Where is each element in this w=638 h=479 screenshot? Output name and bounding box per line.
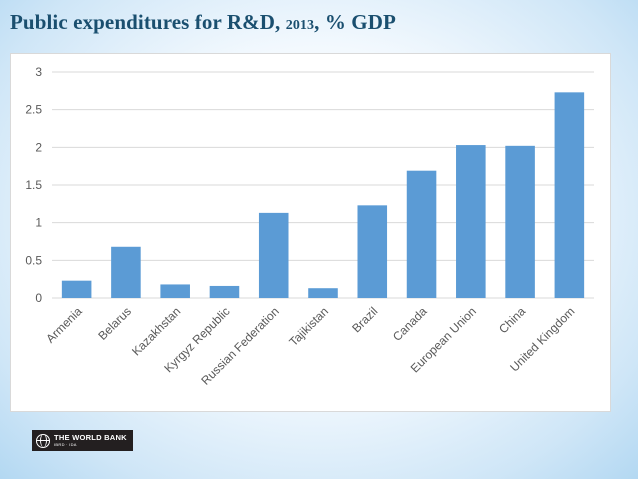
bar [160,284,190,298]
x-tick-label: Tajikistan [286,304,331,349]
bar [61,280,92,298]
x-tick-label: Brazil [349,304,380,335]
bar [505,145,535,298]
bar [456,145,486,298]
x-tick-label: Canada [390,304,430,344]
y-tick-label: 0.5 [25,253,42,267]
bar [209,285,240,298]
x-tick-label: Armenia [43,304,85,346]
bar [111,246,141,298]
bar [406,170,437,298]
slide-title: Public expenditures for R&D, 2013, % GDP [10,10,396,35]
bar [308,288,338,298]
title-unit: , % GDP [314,10,396,34]
x-tick-label: Kazakhstan [129,304,183,358]
y-tick-label: 0 [35,291,42,305]
x-tick-label: China [496,304,528,336]
x-tick-label: Belarus [95,304,134,343]
bar [554,92,585,298]
y-tick-label: 3 [35,65,42,79]
y-tick-label: 1.5 [25,178,42,192]
y-tick-label: 2 [35,140,42,154]
chart-area: 0 0.5 1 1.5 2 2.5 3 Armenia Belarus Kazakhstan Kyr… [10,53,611,412]
world-bank-logo: THE WORLD BANK IBRD · IDA [32,430,133,451]
title-main: Public expenditures for R&D, [10,10,281,34]
title-year: 2013 [285,18,315,33]
logo-subtitle: IBRD · IDA [54,441,77,447]
logo-name: THE WORLD BANK [54,433,127,443]
globe-icon [36,433,50,448]
bar [258,212,289,298]
y-tick-label: 2.5 [25,103,42,117]
y-tick-label: 1 [35,216,42,230]
bar [357,205,388,298]
